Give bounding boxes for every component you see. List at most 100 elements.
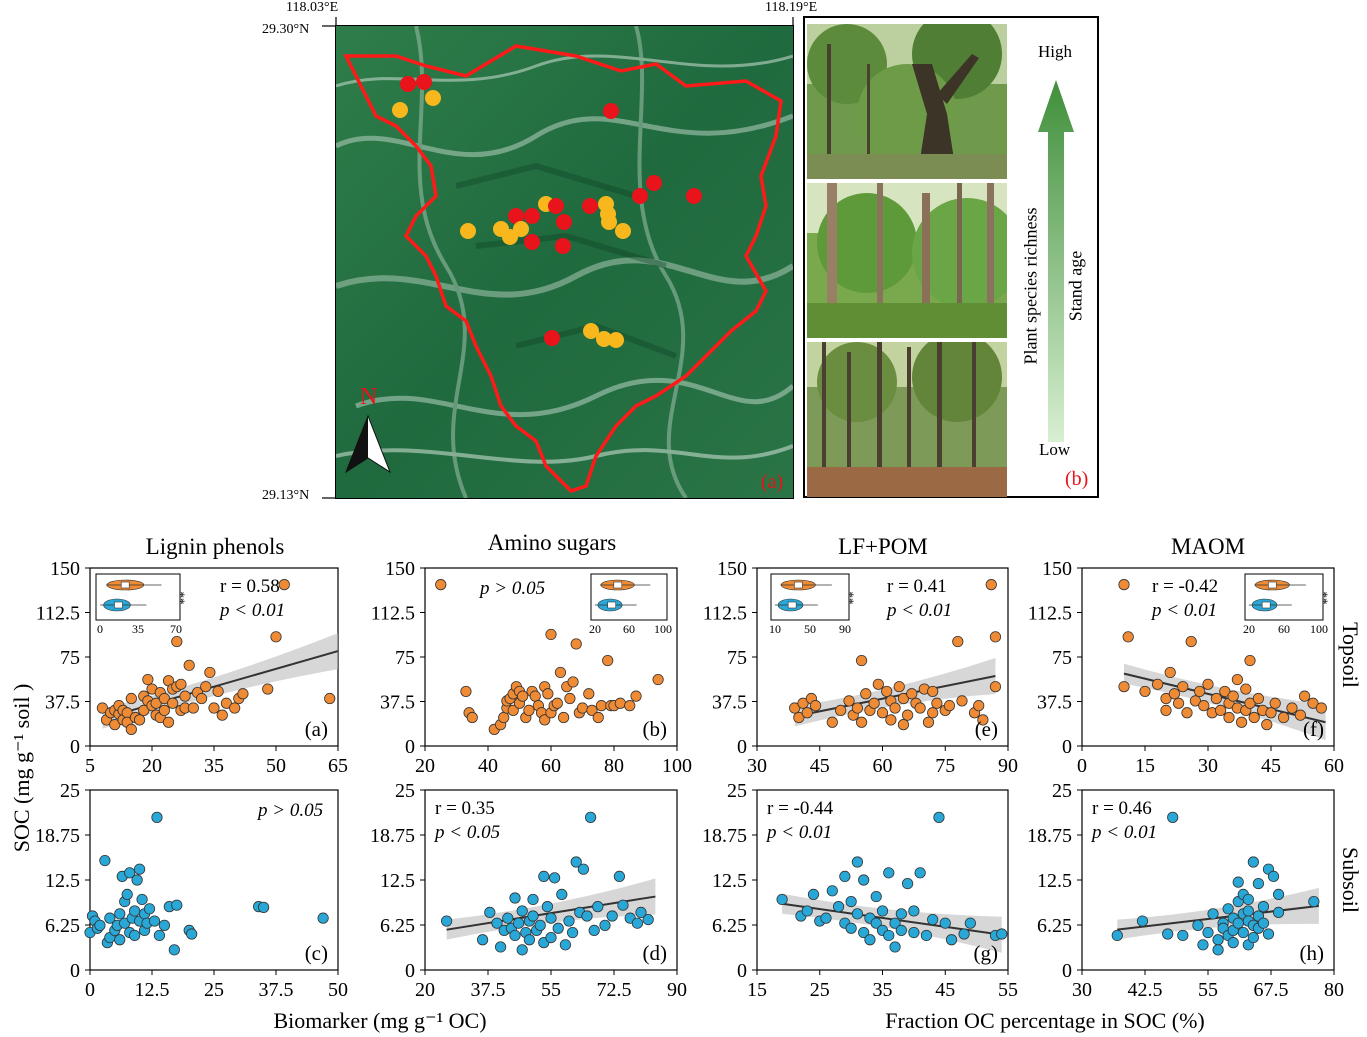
data-point bbox=[1181, 707, 1193, 719]
lat-bottom-label: 29.13°N bbox=[262, 488, 310, 503]
forest-photo-mid bbox=[807, 183, 1007, 338]
data-point bbox=[1202, 926, 1214, 939]
data-point bbox=[835, 704, 847, 717]
data-point bbox=[545, 931, 557, 944]
panel-label: (d) bbox=[643, 941, 668, 965]
data-point bbox=[845, 922, 857, 934]
panel-label: (c) bbox=[305, 941, 328, 965]
data-point bbox=[1315, 702, 1328, 714]
y-tick-label: 112.5 bbox=[371, 603, 415, 625]
inset-tick-label: 35 bbox=[132, 622, 144, 636]
map-border bbox=[335, 25, 794, 499]
data-point bbox=[858, 926, 870, 939]
x-tick-label: 30 bbox=[747, 755, 767, 777]
data-point bbox=[914, 867, 926, 879]
data-point bbox=[1299, 690, 1311, 702]
data-point bbox=[868, 697, 880, 709]
sampling-site-marker bbox=[556, 214, 572, 230]
y-tick-label: 6.25 bbox=[712, 915, 747, 937]
data-point bbox=[542, 688, 554, 700]
data-point bbox=[114, 908, 126, 920]
y-tick-label: 150 bbox=[1042, 558, 1072, 580]
data-point bbox=[460, 685, 472, 698]
x-tick-label: 67.5 bbox=[1254, 979, 1289, 1001]
y-tick-label: 0 bbox=[405, 736, 415, 758]
data-point bbox=[551, 697, 563, 709]
data-point bbox=[1160, 704, 1172, 717]
data-point bbox=[860, 688, 872, 700]
significance-mark: ** bbox=[173, 592, 188, 605]
data-point bbox=[534, 919, 546, 931]
data-point bbox=[566, 926, 579, 939]
data-point bbox=[851, 702, 864, 714]
forest-photo-high bbox=[807, 24, 1007, 179]
data-point bbox=[592, 901, 604, 913]
data-point bbox=[1242, 893, 1254, 906]
data-point bbox=[613, 870, 626, 883]
inset-tick-label: 60 bbox=[1278, 622, 1290, 636]
y-tick-label: 12.5 bbox=[712, 870, 747, 892]
y-tick-label: 18.75 bbox=[1027, 825, 1072, 847]
y-tick-label: 6.25 bbox=[45, 915, 80, 937]
x-tick-label: 35 bbox=[204, 755, 224, 777]
x-tick-label: 40 bbox=[478, 755, 498, 777]
data-point bbox=[617, 899, 629, 911]
data-point bbox=[1177, 929, 1189, 942]
data-point bbox=[881, 685, 893, 698]
data-point bbox=[606, 910, 618, 922]
x-tick-label: 90 bbox=[998, 755, 1018, 777]
y-tick-label: 0 bbox=[1062, 960, 1072, 982]
fit-line bbox=[1117, 904, 1319, 931]
x-tick-label: 25 bbox=[204, 979, 224, 1001]
data-point bbox=[883, 929, 895, 942]
data-point bbox=[595, 700, 608, 712]
data-point bbox=[599, 919, 611, 931]
inset-tick-label: 50 bbox=[804, 622, 816, 636]
scatter-panel-b: 0 37.5 75 112.5 150 20 40 60 80 100 (b) p > 0.05 20 6… bbox=[371, 558, 692, 777]
x-tick-label: 20 bbox=[142, 755, 162, 777]
data-point bbox=[208, 702, 220, 714]
sampling-site-marker bbox=[513, 221, 529, 237]
data-point bbox=[125, 723, 137, 735]
data-point bbox=[509, 892, 521, 904]
data-point bbox=[789, 702, 801, 714]
panel-label: (a) bbox=[305, 717, 328, 741]
arrow-low-label: Low bbox=[1039, 440, 1071, 459]
data-point bbox=[484, 906, 496, 919]
data-point bbox=[114, 934, 126, 946]
data-point bbox=[851, 908, 864, 920]
y-tick-label: 0 bbox=[737, 736, 747, 758]
scatter-panel-c: 0 6.25 12.5 18.75 25 0 12.5 25 37.5 50(c) p > 0.05 bbox=[35, 780, 348, 1001]
data-point bbox=[845, 895, 857, 908]
data-point bbox=[776, 893, 788, 906]
map-panel: N (a) bbox=[336, 26, 793, 498]
x-tick-label: 42.5 bbox=[1128, 979, 1163, 1001]
data-point bbox=[1232, 917, 1244, 929]
data-point bbox=[797, 697, 809, 709]
data-point bbox=[870, 917, 882, 929]
violin-inset: ** 0 35 70 bbox=[95, 573, 188, 636]
data-point bbox=[927, 913, 939, 926]
study-area-boundary bbox=[343, 44, 783, 494]
gradient-arrow-icon bbox=[1038, 80, 1074, 442]
data-point bbox=[855, 654, 868, 667]
data-point bbox=[1194, 685, 1206, 698]
data-point bbox=[851, 856, 864, 868]
p-value: p < 0.01 bbox=[1150, 600, 1217, 621]
sampling-site-marker bbox=[425, 90, 441, 106]
panel-label: (b) bbox=[643, 717, 668, 741]
data-point bbox=[516, 944, 528, 956]
data-point bbox=[1212, 944, 1224, 956]
data-point bbox=[158, 692, 170, 705]
data-point bbox=[541, 901, 554, 913]
r-value: r = 0.35 bbox=[435, 798, 495, 819]
x-tick-label: 15 bbox=[1135, 755, 1155, 777]
sampling-site-marker bbox=[400, 76, 416, 92]
data-point bbox=[212, 685, 224, 698]
y-tick-label: 150 bbox=[50, 558, 80, 580]
x-tick-label: 5 bbox=[85, 755, 95, 777]
data-point bbox=[956, 695, 968, 707]
data-point bbox=[134, 863, 146, 875]
scatter-panel-d: 0 6.25 12.5 18.75 25 20 37.5 55 72.5 90 (d) r = 0.3… bbox=[370, 780, 687, 1001]
